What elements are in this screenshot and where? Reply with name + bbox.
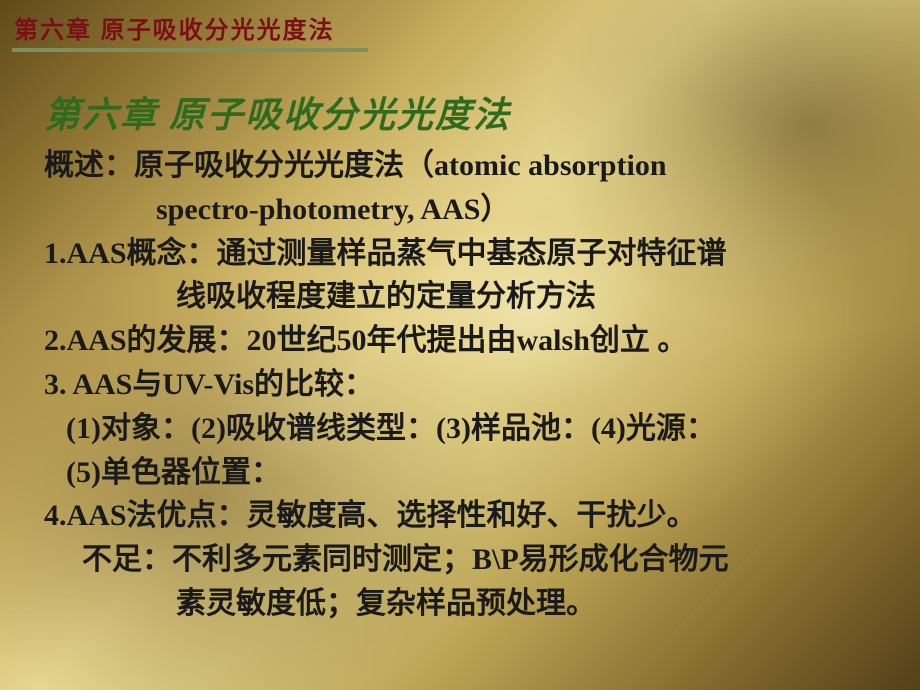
slide: 第六章 原子吸收分光光度法 第六章 原子吸收分光光度法 概述：原子吸收分光光度法… — [0, 0, 920, 690]
chapter-title: 第六章 原子吸收分光光度法 — [44, 86, 876, 138]
line-p4: 4.AAS法优点：灵敏度高、选择性和好、干扰少。 — [44, 494, 876, 538]
line-p1a: 1.AAS概念：通过测量样品蒸气中基态原子对特征谱 — [44, 232, 876, 276]
line-p4a: 不足：不利多元素同时测定；B\P易形成化合物元 — [44, 538, 876, 582]
line-p3a: (1)对象：(2)吸收谱线类型：(3)样品池：(4)光源： — [44, 407, 876, 451]
line-p3: 3. AAS与UV-Vis的比较： — [44, 363, 876, 407]
chapter-header: 第六章 原子吸收分光光度法 — [14, 10, 335, 45]
line-overview-2: spectro-photometry, AAS） — [44, 188, 876, 232]
slide-content: 第六章 原子吸收分光光度法 概述：原子吸收分光光度法（atomic absorp… — [44, 86, 876, 626]
header-underline — [12, 48, 368, 52]
line-p3b: (5)单色器位置： — [44, 451, 876, 495]
line-p1b: 线吸收程度建立的定量分析方法 — [44, 275, 876, 319]
line-overview-1: 概述：原子吸收分光光度法（atomic absorption — [44, 144, 876, 188]
line-p2: 2.AAS的发展：20世纪50年代提出由walsh创立 。 — [44, 319, 876, 363]
line-p4b: 素灵敏度低；复杂样品预处理。 — [44, 582, 876, 626]
